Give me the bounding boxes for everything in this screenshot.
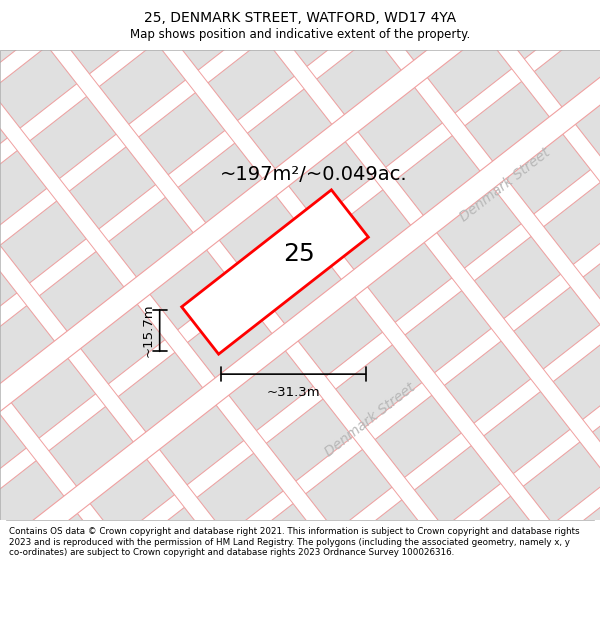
Polygon shape bbox=[188, 298, 274, 380]
Polygon shape bbox=[0, 51, 364, 625]
Polygon shape bbox=[0, 0, 502, 625]
Polygon shape bbox=[277, 0, 364, 66]
Polygon shape bbox=[10, 356, 96, 438]
Text: Denmark Street: Denmark Street bbox=[322, 381, 418, 459]
Polygon shape bbox=[70, 147, 155, 229]
Polygon shape bbox=[79, 302, 165, 384]
Polygon shape bbox=[356, 85, 442, 168]
Polygon shape bbox=[148, 248, 235, 330]
Polygon shape bbox=[0, 136, 600, 625]
Polygon shape bbox=[0, 159, 225, 625]
Polygon shape bbox=[454, 496, 540, 578]
Polygon shape bbox=[182, 190, 368, 354]
Polygon shape bbox=[395, 136, 482, 218]
Polygon shape bbox=[475, 236, 560, 319]
Text: Contains OS data © Crown copyright and database right 2021. This information is : Contains OS data © Crown copyright and d… bbox=[9, 528, 580, 557]
Polygon shape bbox=[236, 0, 600, 519]
Polygon shape bbox=[553, 338, 600, 419]
Polygon shape bbox=[445, 341, 530, 423]
Polygon shape bbox=[247, 89, 334, 171]
Polygon shape bbox=[415, 446, 501, 528]
Polygon shape bbox=[118, 352, 205, 434]
Polygon shape bbox=[425, 31, 512, 113]
Polygon shape bbox=[593, 388, 600, 470]
Polygon shape bbox=[60, 0, 146, 74]
Polygon shape bbox=[0, 255, 17, 338]
Polygon shape bbox=[79, 237, 600, 625]
Polygon shape bbox=[317, 35, 403, 117]
Polygon shape bbox=[227, 349, 313, 431]
Polygon shape bbox=[386, 0, 472, 62]
Polygon shape bbox=[129, 0, 215, 20]
Polygon shape bbox=[523, 442, 600, 524]
Polygon shape bbox=[0, 0, 600, 434]
Polygon shape bbox=[39, 187, 600, 625]
Text: ~197m²/~0.049ac.: ~197m²/~0.049ac. bbox=[220, 166, 407, 184]
Text: 25, DENMARK STREET, WATFORD, WD17 4YA: 25, DENMARK STREET, WATFORD, WD17 4YA bbox=[144, 11, 456, 25]
Polygon shape bbox=[197, 453, 283, 535]
Text: ~31.3m: ~31.3m bbox=[266, 386, 320, 399]
Polygon shape bbox=[574, 78, 600, 160]
Polygon shape bbox=[0, 0, 561, 383]
Polygon shape bbox=[0, 461, 66, 542]
Text: ~15.7m: ~15.7m bbox=[142, 304, 155, 358]
Polygon shape bbox=[305, 0, 600, 465]
Polygon shape bbox=[347, 0, 433, 12]
Polygon shape bbox=[365, 240, 452, 322]
Polygon shape bbox=[109, 198, 195, 279]
Polygon shape bbox=[98, 0, 600, 625]
Polygon shape bbox=[583, 232, 600, 315]
Polygon shape bbox=[139, 92, 225, 175]
Polygon shape bbox=[564, 0, 600, 5]
Polygon shape bbox=[208, 39, 294, 121]
Polygon shape bbox=[296, 294, 383, 376]
Polygon shape bbox=[345, 500, 431, 582]
Polygon shape bbox=[385, 550, 471, 625]
Polygon shape bbox=[30, 96, 116, 179]
Polygon shape bbox=[19, 511, 105, 593]
Polygon shape bbox=[375, 395, 461, 478]
Polygon shape bbox=[455, 0, 542, 9]
Polygon shape bbox=[217, 194, 304, 276]
Polygon shape bbox=[544, 182, 600, 264]
Polygon shape bbox=[0, 0, 572, 625]
Polygon shape bbox=[465, 81, 551, 164]
Polygon shape bbox=[20, 0, 107, 24]
Text: Map shows position and indicative extent of the property.: Map shows position and indicative extent… bbox=[130, 28, 470, 41]
Polygon shape bbox=[28, 0, 600, 625]
Polygon shape bbox=[169, 0, 255, 70]
Polygon shape bbox=[563, 492, 600, 574]
Polygon shape bbox=[493, 546, 580, 625]
Text: 25: 25 bbox=[283, 241, 314, 266]
Polygon shape bbox=[128, 508, 214, 589]
Polygon shape bbox=[40, 251, 125, 334]
Polygon shape bbox=[257, 244, 343, 326]
Polygon shape bbox=[0, 0, 600, 484]
Polygon shape bbox=[0, 306, 56, 388]
Polygon shape bbox=[167, 0, 600, 573]
Polygon shape bbox=[435, 186, 521, 268]
Polygon shape bbox=[335, 345, 422, 427]
Polygon shape bbox=[0, 410, 26, 492]
Polygon shape bbox=[0, 86, 600, 625]
Polygon shape bbox=[0, 0, 600, 585]
Polygon shape bbox=[236, 504, 323, 586]
Polygon shape bbox=[287, 139, 373, 221]
Polygon shape bbox=[49, 406, 135, 489]
Polygon shape bbox=[158, 402, 244, 485]
Polygon shape bbox=[0, 100, 7, 182]
Polygon shape bbox=[0, 0, 600, 588]
Polygon shape bbox=[58, 561, 145, 625]
Polygon shape bbox=[178, 143, 265, 225]
Polygon shape bbox=[0, 46, 77, 128]
Polygon shape bbox=[0, 565, 36, 625]
Polygon shape bbox=[99, 42, 185, 124]
Polygon shape bbox=[0, 201, 86, 283]
Polygon shape bbox=[238, 0, 324, 16]
